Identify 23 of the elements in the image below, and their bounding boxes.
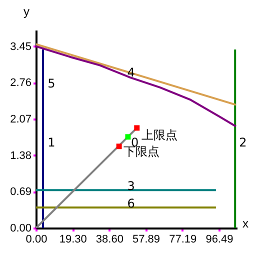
annotation: 6 bbox=[127, 196, 135, 210]
annotation: 5 bbox=[48, 76, 56, 91]
y-tick-label: 3.45 bbox=[10, 40, 32, 53]
point bbox=[125, 134, 131, 140]
x-tick-label: 57.89 bbox=[132, 234, 160, 246]
x-tick-label: 19.30 bbox=[59, 234, 87, 246]
x-tick-label: 96.49 bbox=[206, 234, 234, 246]
x-tick-label: 38.60 bbox=[96, 234, 124, 246]
y-tick-label: 2.07 bbox=[10, 113, 32, 126]
annotation: 1 bbox=[48, 136, 56, 150]
y-tick-label: 0.00 bbox=[10, 222, 32, 234]
point bbox=[134, 125, 140, 131]
x-tick-label: 0.00 bbox=[26, 234, 48, 246]
y-tick-label: 2.76 bbox=[10, 77, 32, 90]
y-tick-label: 0.69 bbox=[10, 186, 32, 198]
y-tick-label: 1.38 bbox=[10, 150, 32, 162]
annotation: 上限点 bbox=[141, 128, 178, 142]
y-axis-title: y bbox=[24, 4, 30, 18]
x-axis-title: x bbox=[242, 216, 248, 230]
line-series bbox=[36, 45, 237, 128]
annotation: 2 bbox=[239, 136, 247, 150]
x-tick-label: 77.19 bbox=[169, 234, 197, 246]
point bbox=[116, 144, 122, 150]
